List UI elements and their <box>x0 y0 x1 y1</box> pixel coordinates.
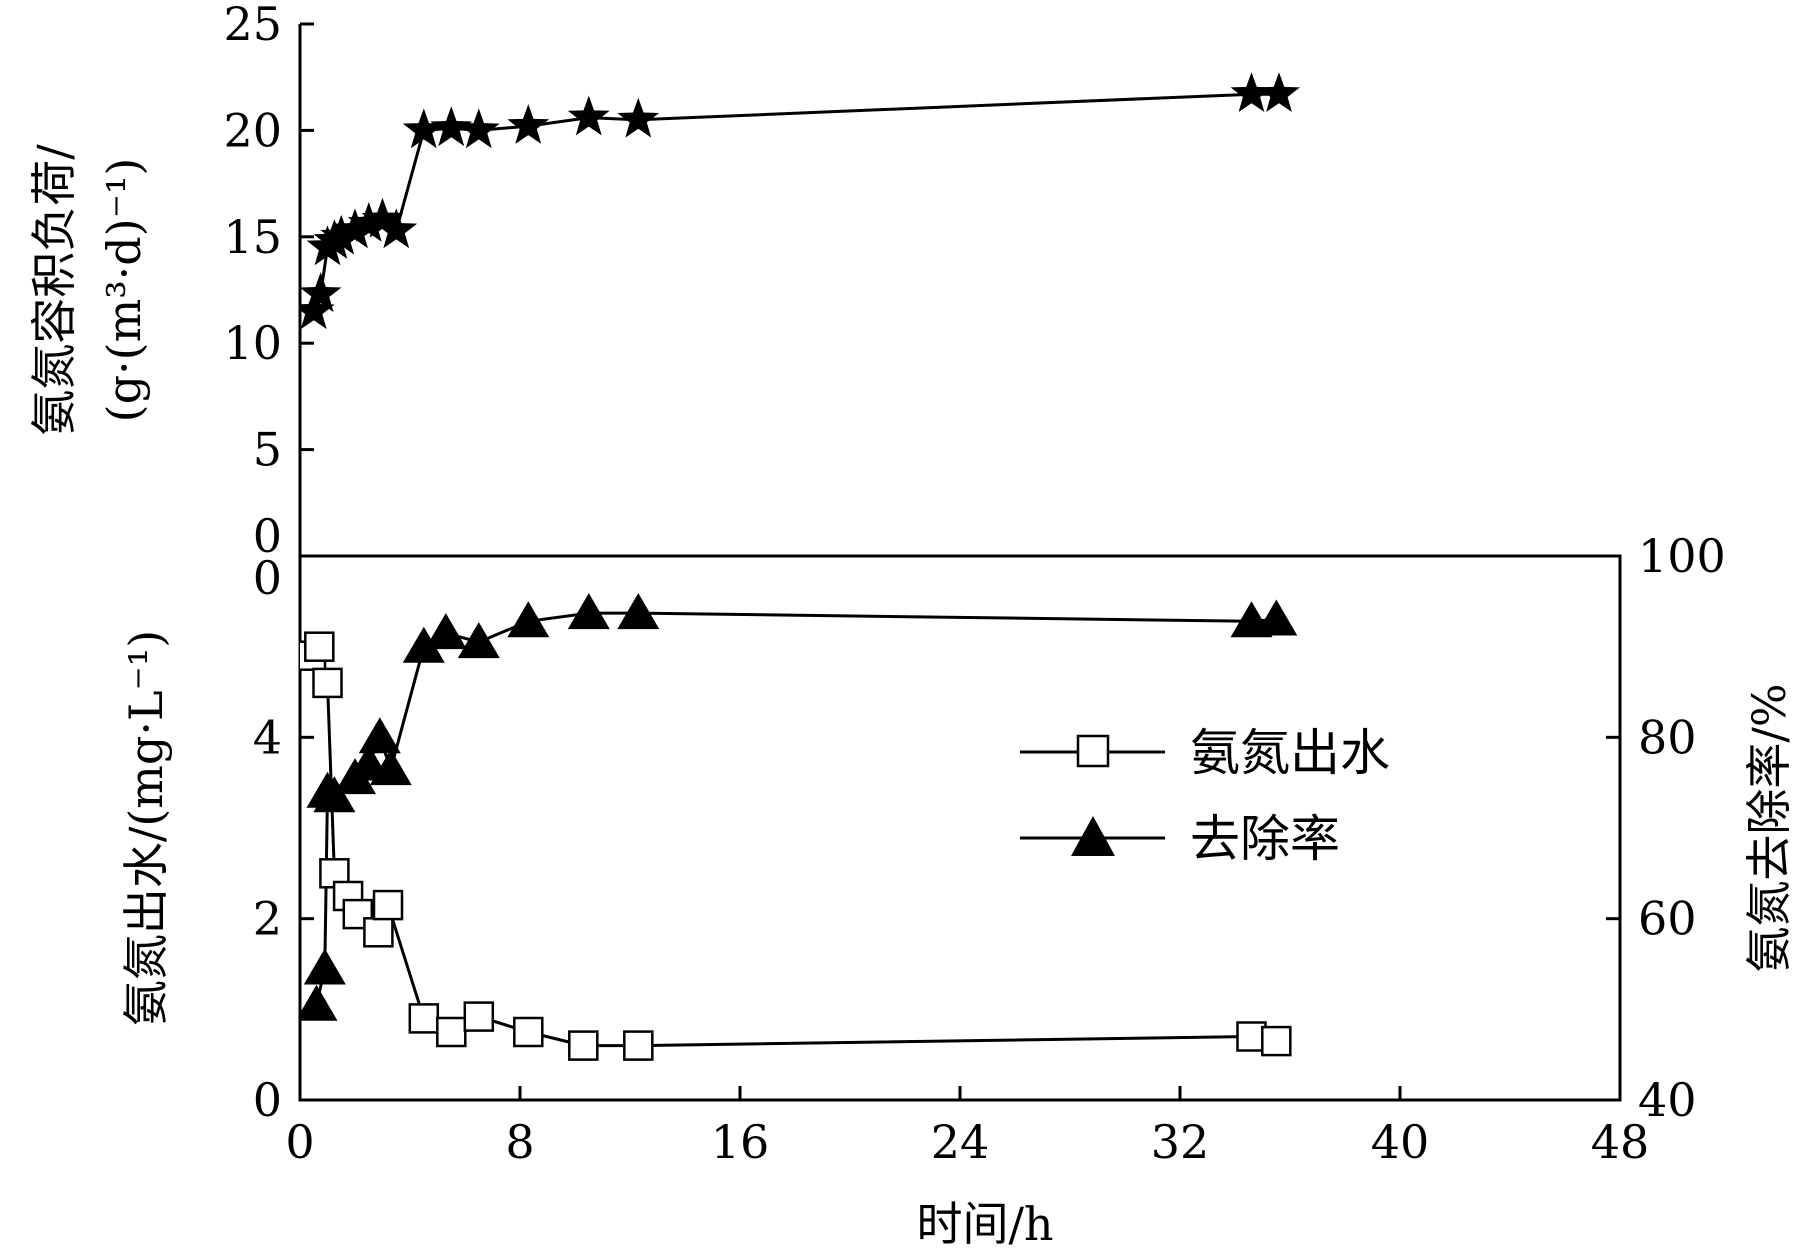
removal-point <box>424 613 467 650</box>
legend-effluent-marker <box>1076 734 1110 768</box>
legend-item-effluent: 氨氮出水 <box>1020 724 1390 782</box>
top-y-axis-title-line1: 氨氮容积负荷/ <box>27 144 81 436</box>
effluent-point <box>408 1003 440 1034</box>
effluent-point <box>463 1001 495 1032</box>
x-tick-label: 24 <box>931 1115 990 1169</box>
legend-removal-marker <box>1071 816 1115 856</box>
x-axis-ticks: 0 8 16 24 32 40 48 <box>285 1086 1649 1169</box>
top-star-point <box>300 272 342 313</box>
bottom-y2-tick-label: 100 <box>1638 529 1726 583</box>
bottom-y-tick-label: 2 <box>253 892 282 946</box>
top-star-point <box>617 97 660 138</box>
effluent-point <box>623 1030 654 1061</box>
top-star-point <box>375 208 418 249</box>
removal-point <box>402 626 445 663</box>
top-y-tick-label: 20 <box>223 103 282 157</box>
top-star-point <box>300 289 335 330</box>
top-star-point <box>334 208 376 249</box>
x-tick-label: 16 <box>711 1115 770 1169</box>
bottom-y-tick-label: 4 <box>253 710 282 764</box>
top-star-point <box>567 95 610 136</box>
removal-point <box>457 622 500 659</box>
x-tick-label: 8 <box>505 1115 534 1169</box>
removal-point <box>1255 599 1298 636</box>
top-y-tick-label: 25 <box>223 0 282 51</box>
effluent-point <box>436 1016 467 1048</box>
x-tick-label: 40 <box>1371 1115 1430 1169</box>
top-star-point <box>347 202 390 242</box>
effluent-point <box>568 1030 599 1061</box>
effluent-point <box>304 631 335 662</box>
top-y-tick-label: 5 <box>253 423 282 477</box>
removal-point <box>567 593 610 630</box>
removal-point <box>369 749 412 786</box>
effluent-point <box>513 1016 544 1048</box>
top-star-point <box>1230 72 1273 112</box>
top-y-tick-label: 10 <box>223 316 282 370</box>
bottom-y2-tick-label: 40 <box>1638 1073 1697 1127</box>
bottom-y2-axis-title: 氨氮去除率/% <box>1742 683 1796 972</box>
bottom-top-tick-label: 0 <box>253 551 282 605</box>
effluent-point <box>372 889 404 921</box>
top-star-point <box>457 108 500 149</box>
removal-point <box>358 717 401 754</box>
top-star-point <box>320 214 363 255</box>
legend: 氨氮出水 去除率 <box>1020 724 1390 868</box>
top-star-point <box>402 108 445 149</box>
effluent-point <box>312 667 343 699</box>
removal-point <box>313 776 356 813</box>
removal-point <box>300 984 338 1021</box>
top-star-point <box>430 106 473 147</box>
bottom-right-y-ticks: 40 60 80 100 <box>1606 529 1726 1127</box>
top-y-tick-label: 0 <box>253 509 282 563</box>
bottom-plot-frame <box>298 554 1622 1102</box>
top-series <box>300 72 1300 330</box>
bottom-y2-tick-label: 80 <box>1638 710 1697 764</box>
top-star-point <box>361 197 404 238</box>
removal-point <box>617 593 660 630</box>
top-star-point <box>507 104 550 144</box>
bottom-series <box>300 593 1298 1061</box>
removal-point <box>507 601 550 638</box>
bottom-left-y-ticks: 0 2 4 0 <box>253 551 314 1127</box>
effluent-point <box>342 898 374 930</box>
bottom-y2-tick-label: 60 <box>1638 892 1697 946</box>
legend-effluent-label: 氨氮出水 <box>1190 724 1390 782</box>
effluent-series-line <box>309 643 1277 1048</box>
x-axis-title: 时间/h <box>916 1197 1053 1251</box>
x-tick-label: 48 <box>1591 1115 1650 1169</box>
top-y-ticks: 0 5 10 15 20 25 <box>223 0 314 563</box>
top-y-axis-title-line2: (g·(m³·d)⁻¹) <box>97 158 151 423</box>
top-star-point <box>1258 72 1300 112</box>
x-tick-label: 0 <box>285 1115 314 1169</box>
legend-item-removal: 去除率 <box>1020 810 1340 868</box>
legend-removal-label: 去除率 <box>1190 810 1340 868</box>
top-y-tick-label: 15 <box>223 210 282 264</box>
bottom-y-tick-label: 0 <box>253 1073 282 1127</box>
removal-point <box>303 948 346 985</box>
top-panel: 0 5 10 15 20 25 氨氮容积负荷/ (g·(m³·d)⁻¹) <box>27 0 1300 563</box>
x-tick-label: 32 <box>1151 1115 1210 1169</box>
effluent-point <box>363 917 394 948</box>
bottom-y-axis-title: 氨氮出水/(mg·L⁻¹) <box>119 630 173 1026</box>
removal-series-line <box>315 611 1277 1006</box>
effluent-point <box>1261 1025 1292 1057</box>
